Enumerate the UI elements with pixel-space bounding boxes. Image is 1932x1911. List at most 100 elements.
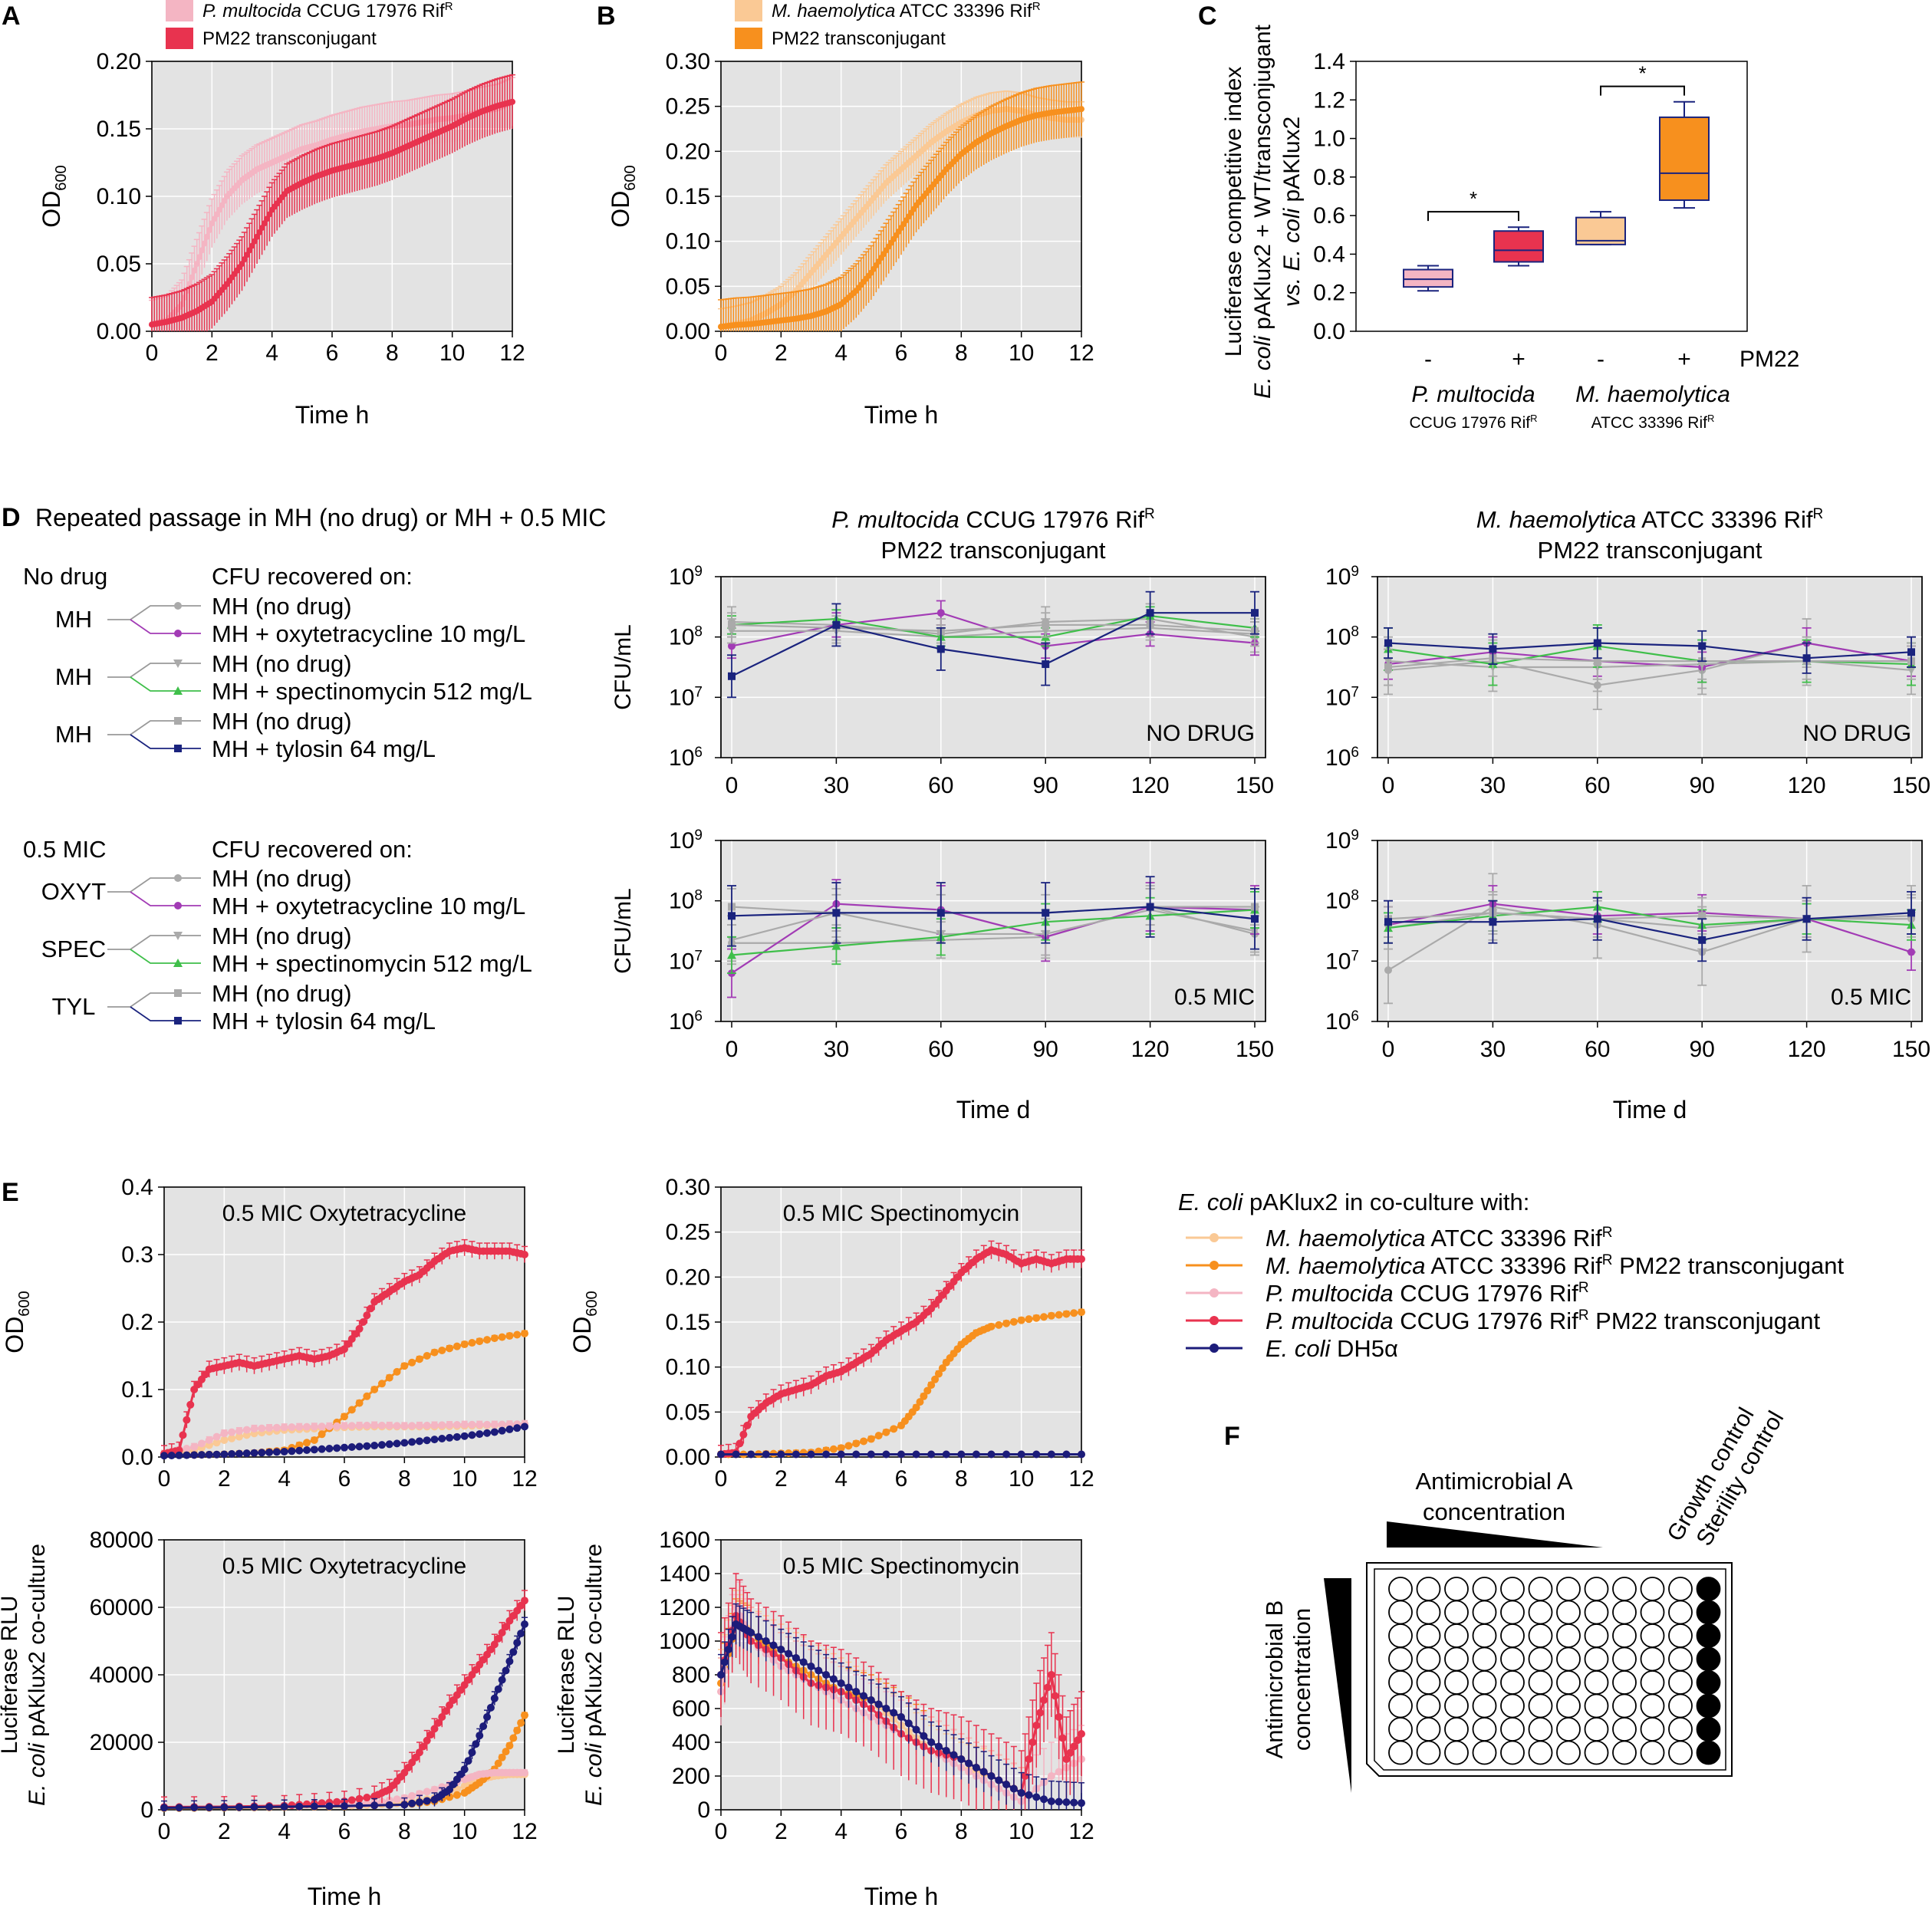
- x-tick-label: 30: [1480, 773, 1506, 798]
- data-point: [460, 1765, 469, 1774]
- data-point: [1002, 1319, 1011, 1327]
- data-point: [1078, 1255, 1085, 1263]
- data-point: [934, 1370, 943, 1378]
- data-point: [385, 1801, 393, 1809]
- x-tick-label: 8: [955, 1819, 968, 1844]
- data-point: [483, 1420, 492, 1429]
- series-mh_dark: [718, 81, 1084, 331]
- data-point: [212, 1439, 221, 1447]
- plot-border: [720, 840, 1266, 1022]
- panel-letter-f: F: [1224, 1422, 1240, 1451]
- condition-label: NO DRUG: [1146, 721, 1255, 746]
- data-point: [333, 1422, 341, 1430]
- data-point: [717, 1450, 725, 1459]
- y-tick-label: 0.00: [97, 319, 141, 344]
- data-point: [1055, 1311, 1063, 1319]
- data-point: [363, 1392, 371, 1400]
- data-point: [205, 1450, 213, 1459]
- data-point: [852, 1439, 861, 1448]
- group-strain-label: CCUG 17976 RifR: [1410, 413, 1538, 432]
- data-point: [1384, 639, 1392, 647]
- data-point: [521, 1620, 528, 1628]
- data-point: [186, 1400, 195, 1409]
- y-tick-label-part: 10: [1325, 745, 1351, 771]
- x-tick-label: 120: [1788, 773, 1826, 798]
- data-point: [191, 267, 198, 274]
- data-point: [1907, 648, 1915, 656]
- plot-border: [720, 576, 1266, 758]
- y-axis-label: OD600: [568, 1291, 601, 1353]
- y-tick-label: 0.25: [666, 1220, 710, 1245]
- plot-border: [720, 61, 1082, 332]
- data-point: [295, 1441, 304, 1449]
- x-tick-label: 0: [158, 1466, 171, 1492]
- data-point: [393, 1422, 401, 1430]
- plot-border: [1377, 840, 1923, 1022]
- data-point: [505, 1657, 514, 1666]
- y-tick-label-part: 10: [669, 685, 694, 710]
- y-axis-label: OD600: [38, 165, 70, 227]
- y-axis-label-rest: pAKlux2 + WT/transconjugant: [1250, 24, 1275, 336]
- x-tick-label: 150: [1892, 773, 1930, 798]
- data-point: [446, 1344, 454, 1353]
- data-point: [852, 1450, 861, 1459]
- data-point: [310, 1446, 318, 1454]
- legend-label-part: PM22 transconjugant: [202, 28, 377, 49]
- pm22-sign: +: [1677, 347, 1691, 372]
- y-tick-label: 107: [669, 948, 703, 974]
- data-point: [453, 1432, 461, 1441]
- plot-border: [163, 1186, 525, 1458]
- y-tick-label: 60000: [90, 1595, 153, 1620]
- y-axis-label-main: OD: [568, 1317, 596, 1353]
- data-point: [442, 1707, 450, 1715]
- y-axis-label-rest: pAKlux2 co-culture: [25, 1544, 50, 1743]
- y-axis-label-main: OD: [1, 1317, 28, 1353]
- data-point: [513, 1726, 522, 1735]
- data-point: [310, 1802, 318, 1811]
- x-tick-label: 30: [824, 1037, 849, 1062]
- y-tick-label-part: 6: [1351, 745, 1359, 761]
- data-point: [393, 1795, 401, 1804]
- x-tick-label: 120: [1131, 1037, 1170, 1062]
- x-tick-label: 8: [955, 340, 968, 366]
- series-line: [731, 906, 1256, 920]
- data-point: [242, 1449, 251, 1458]
- data-point: [1009, 1317, 1018, 1326]
- data-point: [213, 211, 220, 218]
- data-point: [295, 1446, 304, 1455]
- x-tick-label: 90: [1033, 773, 1058, 798]
- data-point: [419, 1742, 427, 1751]
- x-tick-label: 6: [338, 1819, 351, 1844]
- data-point: [1017, 1450, 1025, 1459]
- y-tick-label: 108: [1325, 624, 1359, 650]
- legend-label-part: PM22 transconjugant: [772, 28, 946, 49]
- data-point: [453, 1791, 461, 1799]
- x-tick-label: 0: [715, 340, 728, 366]
- x-tick-label: 2: [218, 1819, 231, 1844]
- data-point: [1047, 1311, 1055, 1320]
- data-point: [400, 1422, 409, 1430]
- y-tick-label: 0.4: [121, 1175, 153, 1200]
- data-point: [220, 1429, 229, 1438]
- data-point: [190, 1442, 199, 1451]
- data-point: [254, 233, 261, 240]
- chart-title-part: R: [1144, 506, 1155, 522]
- data-point: [505, 1332, 514, 1340]
- data-point: [310, 1436, 318, 1444]
- data-point: [1384, 663, 1392, 671]
- data-point: [209, 220, 216, 227]
- data-point: [415, 1355, 423, 1363]
- data-point: [228, 1434, 236, 1442]
- data-point: [446, 1433, 454, 1442]
- x-tick-label: 0: [1382, 773, 1395, 798]
- x-tick-label: 6: [326, 340, 339, 366]
- data-point: [1698, 936, 1707, 944]
- chart-title-part: M. haemolytica: [1476, 506, 1636, 533]
- y-tick-label: 0.20: [666, 1265, 710, 1290]
- data-point: [509, 1734, 518, 1742]
- data-point: [400, 1801, 409, 1809]
- data-point: [1062, 1450, 1071, 1459]
- data-point: [295, 1802, 304, 1811]
- series-pm_dark: [160, 1238, 528, 1458]
- data-point: [502, 1748, 510, 1756]
